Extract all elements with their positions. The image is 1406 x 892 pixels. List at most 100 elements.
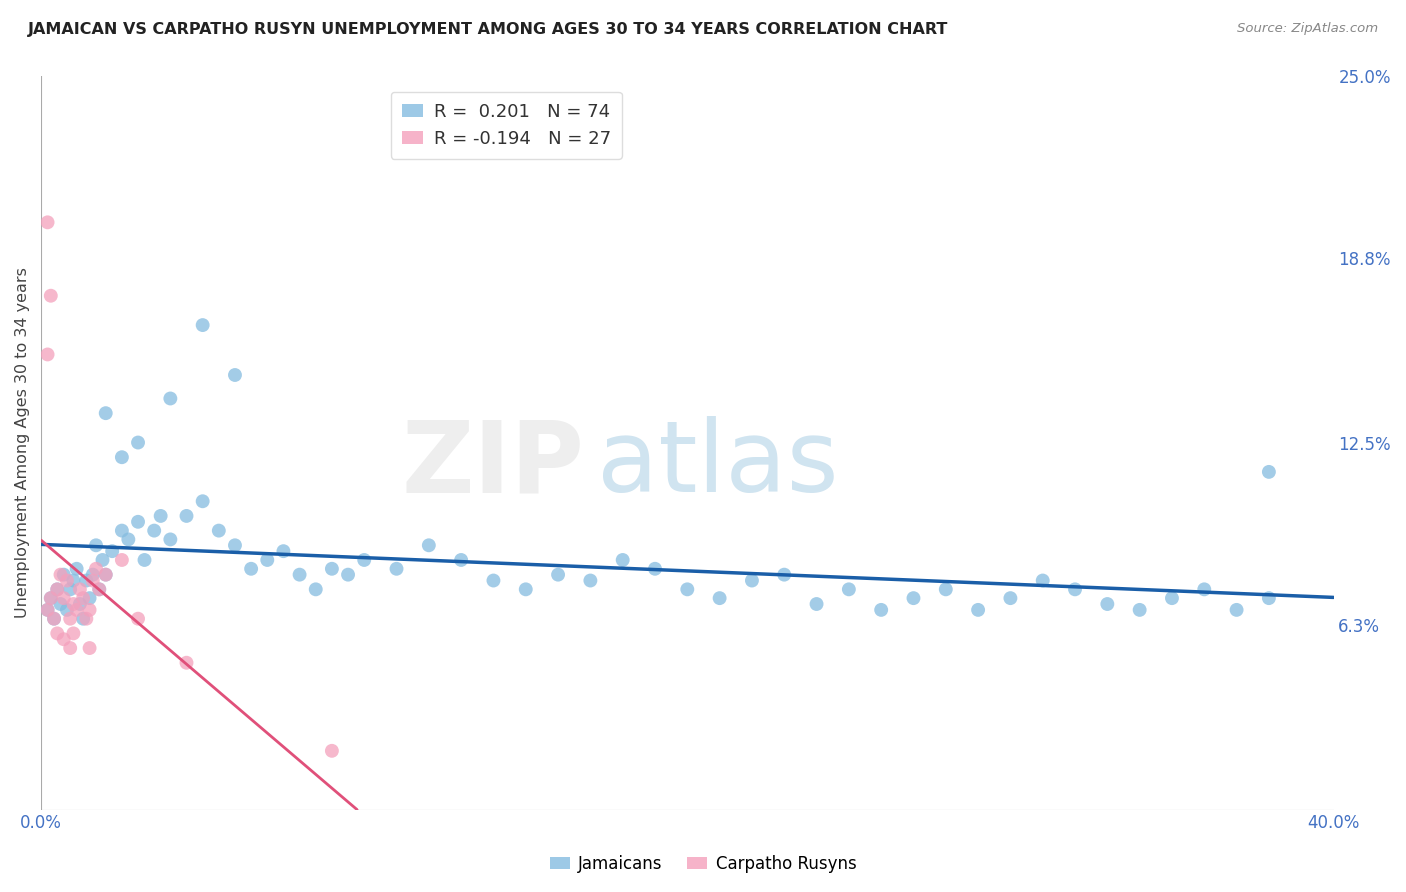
Point	[127, 435, 149, 450]
Point	[321, 562, 343, 576]
Point	[176, 508, 198, 523]
Point	[62, 574, 84, 588]
Point	[94, 406, 117, 420]
Point	[240, 562, 263, 576]
Point	[1000, 591, 1022, 606]
Point	[159, 392, 181, 406]
Point	[56, 603, 79, 617]
Point	[1032, 574, 1054, 588]
Point	[337, 567, 360, 582]
Point	[838, 582, 860, 597]
Point	[127, 515, 149, 529]
Point	[273, 544, 295, 558]
Point	[46, 582, 69, 597]
Point	[418, 538, 440, 552]
Point	[46, 582, 69, 597]
Point	[676, 582, 699, 597]
Point	[84, 538, 107, 552]
Point	[72, 612, 94, 626]
Point	[101, 544, 124, 558]
Point	[62, 597, 84, 611]
Point	[176, 656, 198, 670]
Point	[37, 215, 59, 229]
Point	[42, 612, 65, 626]
Point	[321, 744, 343, 758]
Point	[91, 553, 114, 567]
Point	[69, 582, 91, 597]
Point	[69, 597, 91, 611]
Point	[644, 562, 666, 576]
Point	[127, 612, 149, 626]
Y-axis label: Unemployment Among Ages 30 to 34 years: Unemployment Among Ages 30 to 34 years	[15, 267, 30, 618]
Point	[39, 591, 62, 606]
Point	[1097, 597, 1119, 611]
Point	[52, 567, 75, 582]
Point	[75, 612, 97, 626]
Point	[79, 641, 101, 656]
Point	[709, 591, 731, 606]
Point	[66, 562, 89, 576]
Point	[84, 562, 107, 576]
Point	[111, 553, 134, 567]
Point	[224, 368, 246, 382]
Point	[143, 524, 166, 538]
Point	[579, 574, 602, 588]
Point	[935, 582, 957, 597]
Point	[149, 508, 172, 523]
Text: JAMAICAN VS CARPATHO RUSYN UNEMPLOYMENT AMONG AGES 30 TO 34 YEARS CORRELATION CH: JAMAICAN VS CARPATHO RUSYN UNEMPLOYMENT …	[28, 22, 949, 37]
Point	[39, 289, 62, 303]
Text: ZIP: ZIP	[401, 416, 583, 513]
Point	[72, 591, 94, 606]
Point	[94, 567, 117, 582]
Legend: R =  0.201   N = 74, R = -0.194   N = 27: R = 0.201 N = 74, R = -0.194 N = 27	[391, 92, 621, 159]
Point	[37, 603, 59, 617]
Point	[37, 347, 59, 361]
Point	[967, 603, 990, 617]
Point	[191, 318, 214, 332]
Text: Source: ZipAtlas.com: Source: ZipAtlas.com	[1237, 22, 1378, 36]
Point	[66, 603, 89, 617]
Point	[515, 582, 537, 597]
Point	[52, 591, 75, 606]
Point	[385, 562, 408, 576]
Point	[82, 567, 104, 582]
Point	[59, 612, 82, 626]
Point	[94, 567, 117, 582]
Point	[450, 553, 472, 567]
Point	[159, 533, 181, 547]
Point	[52, 632, 75, 647]
Point	[49, 567, 72, 582]
Point	[208, 524, 231, 538]
Point	[806, 597, 828, 611]
Point	[1226, 603, 1249, 617]
Point	[870, 603, 893, 617]
Point	[49, 597, 72, 611]
Point	[59, 582, 82, 597]
Point	[903, 591, 925, 606]
Point	[288, 567, 311, 582]
Point	[56, 574, 79, 588]
Point	[1257, 465, 1279, 479]
Text: atlas: atlas	[596, 416, 838, 513]
Point	[46, 626, 69, 640]
Point	[353, 553, 375, 567]
Point	[612, 553, 634, 567]
Point	[89, 582, 111, 597]
Point	[1064, 582, 1087, 597]
Point	[62, 626, 84, 640]
Point	[117, 533, 139, 547]
Point	[111, 524, 134, 538]
Point	[1129, 603, 1152, 617]
Point	[39, 591, 62, 606]
Point	[256, 553, 278, 567]
Point	[547, 567, 569, 582]
Point	[42, 612, 65, 626]
Point	[37, 603, 59, 617]
Point	[1257, 591, 1279, 606]
Point	[773, 567, 796, 582]
Point	[134, 553, 156, 567]
Point	[741, 574, 763, 588]
Point	[82, 574, 104, 588]
Point	[1194, 582, 1216, 597]
Point	[59, 641, 82, 656]
